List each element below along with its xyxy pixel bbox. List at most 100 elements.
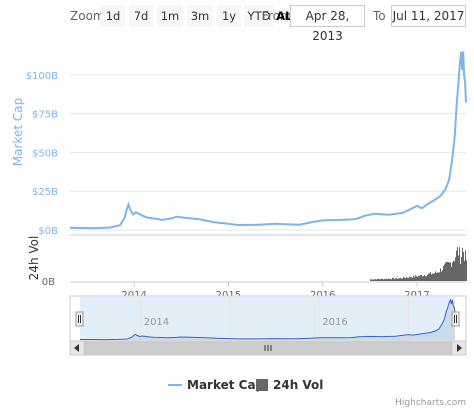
volume-bar [416, 276, 417, 281]
zoom-1m-button[interactable]: 1m [157, 5, 183, 27]
volume-bar [428, 273, 429, 281]
scrollbar[interactable] [69, 340, 467, 356]
zoom-1y-button[interactable]: 1y [217, 5, 241, 27]
volume-bar [384, 278, 385, 281]
volume-bar [451, 267, 452, 281]
volume-bar [379, 279, 380, 281]
volume-bar [465, 250, 466, 281]
volume-bar [381, 278, 382, 281]
volume-bar [397, 278, 398, 281]
volume-bar [453, 260, 454, 281]
volume-bar [393, 277, 394, 281]
volume-bar [385, 279, 386, 281]
to-date-input[interactable]: Jul 11, 2017 [391, 5, 466, 27]
legend-label-24h-vol: 24h Vol [273, 378, 323, 392]
main-grid [70, 74, 466, 231]
volume-bar [452, 262, 453, 281]
y-tick-label: $50B [32, 148, 58, 159]
zoom-label: Zoom [70, 9, 105, 23]
volume-bar [439, 272, 440, 281]
volume-bar [418, 275, 419, 281]
navigator-right-handle[interactable] [451, 311, 460, 327]
from-date-input[interactable]: Apr 28, 2013 [290, 5, 365, 43]
volume-bar [437, 272, 438, 281]
volume-bar [373, 279, 374, 281]
volume-bar [434, 273, 435, 281]
navigator-area [80, 300, 455, 340]
volume-bar [459, 247, 460, 281]
zoom-3m-button[interactable]: 3m [187, 5, 213, 27]
navigator-tick-label: 2016 [322, 317, 347, 328]
volume-bar [450, 262, 451, 281]
volume-bar [466, 260, 467, 281]
volume-bar [440, 268, 441, 281]
volume-bar [415, 275, 416, 281]
navigator-selection[interactable] [80, 296, 455, 341]
volume-bar [374, 279, 375, 281]
volume-bar [406, 277, 407, 281]
volume-bar [399, 278, 400, 281]
volume-bar [382, 278, 383, 281]
volume-bar [390, 279, 391, 281]
zoom-7d-button[interactable]: 7d [129, 5, 153, 27]
volume-bar [400, 277, 401, 281]
volume-bar [429, 273, 430, 281]
volume-bar [463, 252, 464, 281]
legend: Market Cap 24h Vol [168, 378, 323, 392]
volume-bars [370, 247, 467, 281]
market-cap-area [70, 52, 466, 231]
volume-bar [389, 278, 390, 281]
navigator-line [80, 298, 456, 341]
volume-bar [398, 278, 399, 281]
volume-bar [462, 248, 463, 281]
volume-bar [376, 279, 377, 281]
volume-axis-title: 24h Vol [27, 236, 41, 281]
volume-bar [454, 261, 455, 281]
volume-bar [386, 278, 387, 281]
legend-label-market-cap: Market Cap [187, 378, 265, 392]
volume-bar [409, 276, 410, 281]
legend-item-24h-vol[interactable]: 24h Vol [256, 378, 323, 392]
y-tick-label: $0B [38, 226, 58, 237]
volume-bar [421, 274, 422, 281]
volume-bar [426, 276, 427, 281]
scroll-left-arrow-icon [74, 344, 79, 352]
navigator[interactable]: 2014 2016 [69, 295, 467, 342]
zoom-ytd-button[interactable]: YTD [244, 5, 274, 27]
volume-bar [375, 279, 376, 281]
volume-bar [410, 277, 411, 281]
volume-bar [370, 279, 371, 281]
volume-bar [414, 277, 415, 281]
volume-bar [371, 279, 372, 281]
volume-bar [449, 262, 450, 281]
volume-bar [443, 265, 444, 281]
scroll-right-arrow-icon [457, 344, 462, 352]
y-tick-label: $100B [26, 71, 58, 82]
market-cap-line [69, 51, 467, 230]
legend-item-market-cap[interactable]: Market Cap [168, 378, 265, 392]
volume-bar [377, 278, 378, 281]
volume-bar [413, 275, 414, 281]
volume-bar [442, 270, 443, 281]
volume-bar [458, 255, 459, 281]
volume-bar [417, 276, 418, 281]
volume-bar [445, 262, 446, 281]
zoom-1d-button[interactable]: 1d [101, 5, 125, 27]
volume-bar [402, 278, 403, 281]
navigator-grid [140, 296, 410, 341]
navigator-left-handle[interactable] [75, 311, 84, 327]
volume-bar [455, 257, 456, 281]
from-label: From [262, 9, 292, 23]
volume-bar [431, 274, 432, 281]
volume-bar [391, 279, 392, 281]
volume-bar [432, 273, 433, 281]
volume-bar [441, 271, 442, 281]
volume-bar [396, 277, 397, 281]
volume-bar [427, 274, 428, 281]
credits-link[interactable]: Highcharts.com [395, 398, 466, 408]
volume-bar [423, 276, 424, 281]
y-axis-labels: $0B $25B $50B $75B $100B [26, 71, 58, 237]
volume-bar [405, 278, 406, 281]
y-tick-label: $75B [32, 110, 58, 121]
volume-tick-0: 0B [42, 277, 55, 288]
